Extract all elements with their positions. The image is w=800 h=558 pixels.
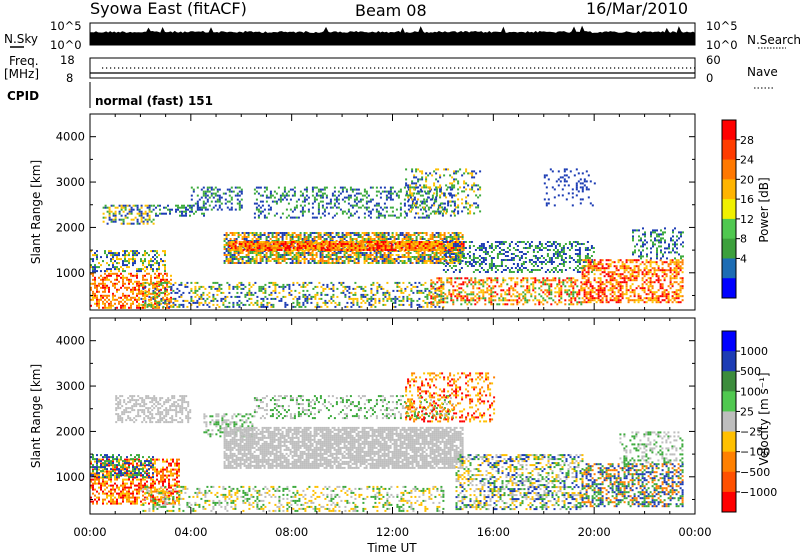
cpid-label: CPID (7, 89, 39, 103)
colorbar-tick-label: 12 (740, 213, 754, 226)
nsky-panel: N.Sky 10^5 10^0 10^5 10^0 N.Search (4, 19, 800, 52)
y-tick-label: 3000 (56, 379, 85, 393)
colorbar-segment (722, 492, 736, 513)
colorbar-tick-label: −1000 (740, 486, 777, 499)
colorbar-tick-label: 28 (740, 134, 754, 147)
colorbar-tick-label: 16 (740, 193, 754, 206)
colorbar-segment (722, 278, 736, 298)
y-tick-label: 2000 (56, 424, 85, 438)
power-colorbar-label: Power [dB] (757, 177, 771, 242)
colorbar-tick-label: 20 (740, 173, 754, 186)
x-tick-label: 00:00 (73, 525, 106, 539)
station-title: Syowa East (fitACF) (90, 0, 247, 18)
cpid-value: normal (fast) 151 (95, 94, 213, 108)
x-tick-label: 08:00 (275, 525, 308, 539)
colorbar-tick-label: 4 (740, 252, 747, 265)
colorbar-tick-label: 24 (740, 154, 754, 167)
colorbar-segment (722, 452, 736, 473)
colorbar-segment (722, 140, 736, 160)
beam-title: Beam 08 (355, 1, 427, 20)
x-tick-label: 20:00 (578, 525, 611, 539)
freq-tick-bottom: 8 (66, 71, 73, 85)
nsearch-tick-bottom: 10^0 (706, 38, 738, 52)
y-tick-label: 4000 (56, 130, 85, 144)
nsky-label: N.Sky (4, 32, 38, 46)
nave-tick-bottom: 0 (706, 71, 713, 85)
nsearch-tick-top: 10^5 (706, 19, 738, 33)
colorbar-segment (722, 199, 736, 219)
nave-label: Nave (747, 65, 778, 79)
x-tick-label: 12:00 (376, 525, 409, 539)
y-tick-label: 1000 (56, 266, 85, 280)
colorbar-tick-label: 8 (740, 233, 747, 246)
power-ylabel: Slant Range [km] (29, 160, 43, 264)
y-tick-label: 1000 (56, 470, 85, 484)
colorbar-segment (722, 219, 736, 239)
freq-unit-label: [MHz] (4, 67, 39, 81)
y-tick-label: 2000 (56, 220, 85, 234)
velocity-colorbar-label: Velocity [m s⁻¹] (757, 372, 771, 465)
x-tick-label: 04:00 (174, 525, 207, 539)
velocity-ylabel: Slant Range [km] (29, 364, 43, 468)
power-colorbar: 28 24 20 16 12 8 4 (722, 120, 754, 299)
nsky-tick-top: 10^5 (50, 19, 82, 33)
power-panel: 1000 2000 3000 4000 Slant Range [km] (29, 114, 695, 310)
colorbar-segment (722, 179, 736, 199)
colorbar-segment (722, 120, 736, 140)
nsky-tick-bottom: 10^0 (50, 38, 82, 52)
colorbar-tick-label: 1000 (740, 345, 768, 358)
freq-label: Freq. (9, 54, 39, 68)
time-axis-title: Time UT (366, 541, 417, 554)
colorbar-segment (722, 351, 736, 372)
y-tick-label: 4000 (56, 334, 85, 348)
freq-panel: Freq. [MHz] 18 8 60 0 Nave (4, 53, 778, 88)
colorbar-segment (722, 432, 736, 453)
colorbar-segment (722, 331, 736, 352)
x-tick-label: 16:00 (477, 525, 510, 539)
power-data-cells (90, 168, 684, 308)
x-tick-label: 00:00 (678, 525, 711, 539)
colorbar-segment (722, 258, 736, 278)
cpid-panel: CPID normal (fast) 151 (7, 82, 213, 108)
date-title: 16/Mar/2010 (586, 0, 688, 18)
colorbar-segment (722, 371, 736, 392)
colorbar-tick-label: −500 (740, 466, 770, 479)
nsky-trace (90, 27, 695, 45)
time-axis: 00:00 04:00 08:00 12:00 16:00 20:00 00:00 (73, 525, 711, 539)
freq-tick-top: 18 (60, 53, 75, 67)
colorbar-segment (722, 391, 736, 412)
velocity-panel: 1000 2000 3000 4000 Slant Range [km] (29, 318, 695, 514)
colorbar-segment (722, 411, 736, 432)
colorbar-segment (722, 239, 736, 259)
y-tick-label: 3000 (56, 175, 85, 189)
colorbar-segment (722, 472, 736, 493)
nave-tick-top: 60 (706, 53, 721, 67)
velocity-data-cells (90, 372, 684, 512)
colorbar-tick-label: 25 (740, 405, 754, 418)
colorbar-segment (722, 160, 736, 180)
nsearch-label: N.Search (747, 33, 800, 47)
